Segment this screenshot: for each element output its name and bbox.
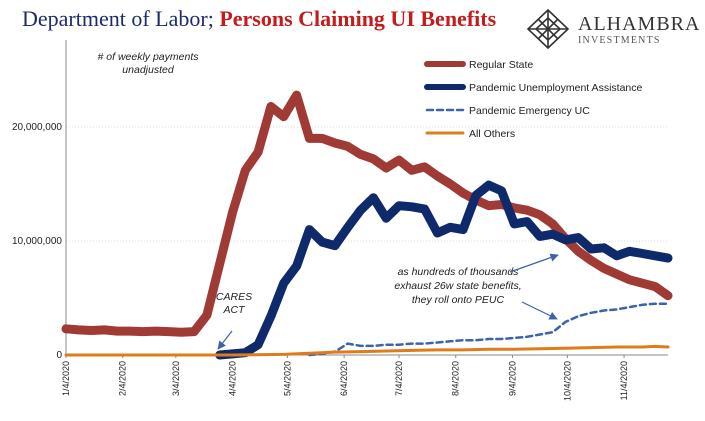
series-line-pandemic-emergency-uc (308, 302, 670, 357)
series-line-all-others (64, 344, 670, 357)
x-tick-label: 8/4/2020 (451, 361, 461, 396)
series-line-pandemic-unemployment-assistance (215, 180, 673, 360)
legend-label: Regular State (469, 59, 533, 71)
annotation-peuc-arrow-down (521, 301, 558, 320)
y-tick-label: 10,000,000 (12, 236, 62, 247)
annotation-cares-arrow (217, 330, 233, 350)
x-tick-label: 1/4/2020 (61, 361, 71, 396)
chart-note-line: # of weekly payments (98, 51, 200, 63)
legend-label: Pandemic Unemployment Assistance (469, 82, 642, 94)
y-tick-label: 20,000,000 (12, 122, 62, 133)
y-tick-label: 0 (56, 350, 62, 361)
chart-note-line: unadjusted (122, 64, 175, 76)
series-line-regular-state (61, 90, 673, 337)
grid-layer (66, 126, 668, 242)
diamond-lattice-logo-icon (526, 8, 570, 50)
annotation-cares-line: ACT (223, 304, 247, 316)
annotation-peuc-arrow-up (509, 253, 559, 273)
chart-title-prefix: Department of Labor; (22, 6, 214, 31)
x-tick-label: 5/4/2020 (282, 361, 292, 396)
series-layer (61, 90, 673, 360)
x-tick-label: 9/4/2020 (507, 361, 517, 396)
logo-text: ALHAMBRA INVESTMENTS (578, 14, 700, 46)
chart-title: Department of Labor; Persons Claiming UI… (22, 6, 496, 31)
logo-name: ALHAMBRA (578, 13, 701, 35)
annotation-cares-line: CARES (216, 291, 252, 303)
x-tick-label: 11/4/2020 (619, 361, 629, 400)
x-tick-label: 3/4/2020 (171, 361, 181, 396)
annotation-peuc-line: exhaust 26w state benefits, (394, 280, 521, 292)
x-tick-label: 4/4/2020 (228, 361, 238, 396)
x-tick-label: 7/4/2020 (394, 361, 404, 396)
legend-label: Pandemic Emergency UC (469, 105, 590, 117)
alhambra-logo: ALHAMBRA INVESTMENTS (522, 8, 702, 50)
x-tick-label: 6/4/2020 (339, 361, 349, 396)
legend-label: All Others (469, 128, 515, 140)
chart-title-main: Persons Claiming UI Benefits (219, 6, 497, 31)
annotation-peuc-line: they roll onto PEUC (412, 294, 505, 306)
legend: Regular State Pandemic Unemployment Assis… (424, 59, 642, 140)
annotation-peuc-line: as hundreds of thousands (398, 266, 520, 278)
logo-subtitle: INVESTMENTS (578, 35, 661, 46)
x-tick-label: 2/4/2020 (118, 361, 128, 396)
x-tick-label: 10/4/2020 (562, 361, 572, 401)
